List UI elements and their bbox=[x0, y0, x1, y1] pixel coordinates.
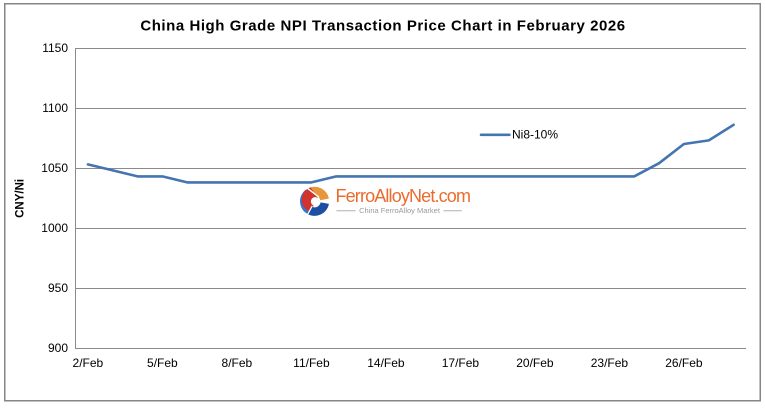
svg-text:China FerroAlloy Market: China FerroAlloy Market bbox=[359, 206, 441, 215]
svg-text:900: 900 bbox=[48, 341, 68, 355]
svg-text:China High Grade NPI Transacti: China High Grade NPI Transaction Price C… bbox=[140, 18, 625, 35]
svg-text:26/Feb: 26/Feb bbox=[665, 356, 703, 370]
svg-text:1150: 1150 bbox=[42, 41, 68, 55]
svg-text:11/Feb: 11/Feb bbox=[293, 356, 330, 370]
svg-text:17/Feb: 17/Feb bbox=[442, 356, 480, 370]
svg-text:1100: 1100 bbox=[42, 101, 68, 115]
svg-text:950: 950 bbox=[48, 281, 68, 295]
svg-text:2/Feb: 2/Feb bbox=[73, 356, 104, 370]
svg-text:FerroAlloyNet.com: FerroAlloyNet.com bbox=[336, 186, 471, 206]
svg-text:CNY/Ni: CNY/Ni bbox=[15, 179, 27, 218]
svg-text:20/Feb: 20/Feb bbox=[516, 356, 554, 370]
svg-text:1050: 1050 bbox=[41, 161, 68, 175]
svg-text:Ni8-10%: Ni8-10% bbox=[512, 128, 558, 142]
svg-text:23/Feb: 23/Feb bbox=[591, 356, 629, 370]
svg-text:8/Feb: 8/Feb bbox=[222, 356, 253, 370]
svg-text:1000: 1000 bbox=[41, 221, 68, 235]
svg-text:14/Feb: 14/Feb bbox=[367, 356, 405, 370]
svg-text:5/Feb: 5/Feb bbox=[147, 356, 178, 370]
